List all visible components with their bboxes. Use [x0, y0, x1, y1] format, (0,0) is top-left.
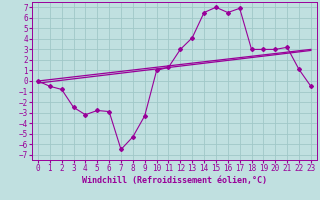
X-axis label: Windchill (Refroidissement éolien,°C): Windchill (Refroidissement éolien,°C) — [82, 176, 267, 185]
